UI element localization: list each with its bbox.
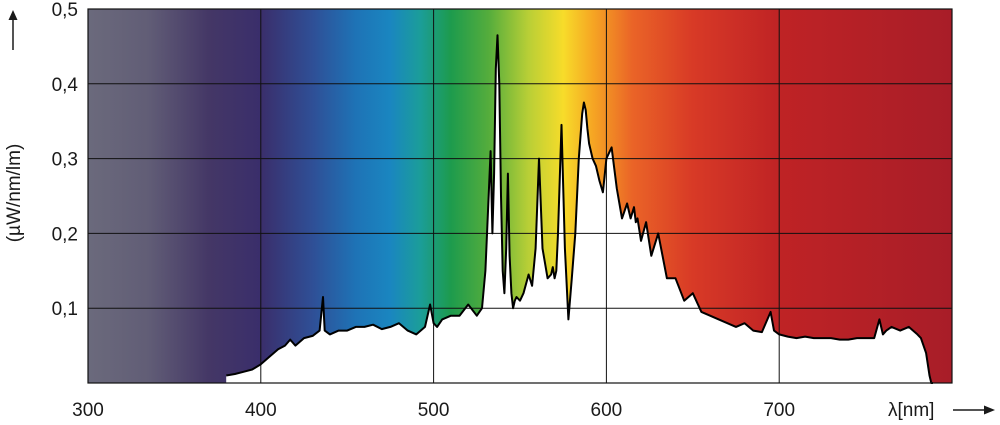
- y-tick-label: 0,4: [52, 75, 79, 96]
- x-tick-label: 500: [418, 400, 450, 421]
- y-tick-label: 0,5: [52, 0, 78, 21]
- y-tick-label: 0,3: [52, 150, 78, 171]
- spectrum-curve-fill: [226, 35, 933, 383]
- y-axis-label: (µW/nm/lm): [4, 144, 25, 243]
- x-axis-arrow-icon: [953, 405, 995, 415]
- y-tick-label: 0,1: [52, 299, 78, 320]
- x-axis-tick-labels: 300 400 500 600 700: [72, 400, 795, 421]
- x-tick-label: 300: [72, 400, 104, 421]
- x-tick-label: 700: [763, 400, 795, 421]
- spectrum-curve-line: [226, 34, 933, 384]
- x-axis-label: λ[nm]: [888, 400, 934, 421]
- x-tick-label: 600: [591, 400, 623, 421]
- y-axis-arrow-icon: [8, 10, 18, 50]
- x-tick-label: 400: [245, 400, 277, 421]
- y-tick-label: 0,2: [52, 224, 78, 245]
- plot-border: [87, 8, 953, 384]
- y-axis-tick-labels: 0,1 0,2 0,3 0,4 0,5: [52, 0, 79, 320]
